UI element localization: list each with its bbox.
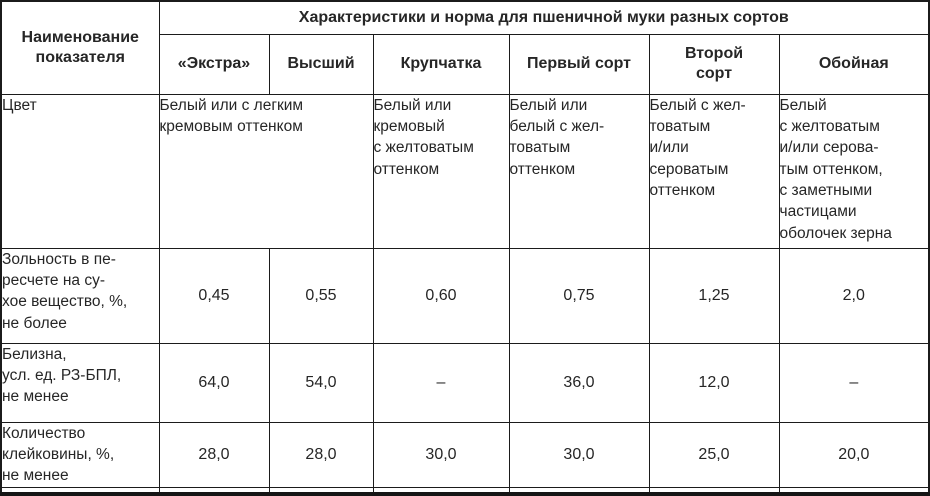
color-cell-oboinaya: Белый с желтоватым и/или серова- тым отт… — [778, 93, 930, 249]
color-cell-pervyi: Белый или белый с жел- товатым оттенком — [508, 93, 650, 249]
grade-header-oboinaya: Обойная — [778, 33, 930, 95]
gluten-value-pervyi: 30,0 — [508, 421, 650, 488]
row-header-gluten: Количество клейковины, %, не менее — [0, 421, 160, 488]
column-header-characteristics-span: Характеристики и норма для пшеничной мук… — [158, 0, 930, 35]
ash-value-vtoroi: 1,25 — [648, 247, 780, 344]
row-header-color: Цвет — [0, 93, 160, 249]
gluten-value-vysshiy: 28,0 — [268, 421, 374, 488]
row-header-ash: Зольность в пе- ресчете на су- хое вещес… — [0, 247, 160, 344]
whiteness-value-extra: 64,0 — [158, 342, 270, 423]
row-partial-cutoff — [0, 486, 930, 496]
row-header-whiteness: Белизна, усл. ед. РЗ-БПЛ, не менее — [0, 342, 160, 423]
grade-header-extra: «Экстра» — [158, 33, 270, 95]
gluten-value-oboinaya: 20,0 — [778, 421, 930, 488]
row-color: Цвет Белый или с легким кремовым оттенко… — [0, 93, 930, 249]
ash-value-vysshiy: 0,55 — [268, 247, 374, 344]
grade-header-pervyi: Первый сорт — [508, 33, 650, 95]
color-cell-extra-vysshiy: Белый или с легким кремовым оттенком — [158, 93, 374, 249]
grade-header-krupchatka: Крупчатка — [372, 33, 510, 95]
row-gluten: Количество клейковины, %, не менее 28,0 … — [0, 421, 930, 488]
ash-value-oboinaya: 2,0 — [778, 247, 930, 344]
whiteness-value-pervyi: 36,0 — [508, 342, 650, 423]
color-cell-vtoroi: Белый с жел- товатым и/или сероватым отт… — [648, 93, 780, 249]
whiteness-value-vtoroi: 12,0 — [648, 342, 780, 423]
ash-value-krupchatka: 0,60 — [372, 247, 510, 344]
row-ash-content: Зольность в пе- ресчете на су- хое вещес… — [0, 247, 930, 344]
partial-row-cell — [778, 486, 930, 496]
color-cell-krupchatka: Белый или кремовый с желтоватым оттенком — [372, 93, 510, 249]
gluten-value-vtoroi: 25,0 — [648, 421, 780, 488]
gluten-value-krupchatka: 30,0 — [372, 421, 510, 488]
whiteness-value-krupchatka: – — [372, 342, 510, 423]
header-row-top: Наименование показателя Характеристики и… — [0, 0, 930, 95]
row-whiteness: Белизна, усл. ед. РЗ-БПЛ, не менее 64,0 … — [0, 342, 930, 423]
grade-header-vysshiy: Высший — [268, 33, 374, 95]
gluten-value-extra: 28,0 — [158, 421, 270, 488]
whiteness-value-vysshiy: 54,0 — [268, 342, 374, 423]
column-header-indicator-name: Наименование показателя — [0, 0, 160, 95]
grade-header-vtoroi: Второй сорт — [648, 33, 780, 95]
ash-value-pervyi: 0,75 — [508, 247, 650, 344]
bottom-cutoff-border — [0, 492, 930, 496]
header-row-grades: «Экстра» Высший Крупчатка Первый сорт Вт… — [1, 33, 930, 95]
ash-value-extra: 0,45 — [158, 247, 270, 344]
whiteness-value-oboinaya: – — [778, 342, 930, 423]
